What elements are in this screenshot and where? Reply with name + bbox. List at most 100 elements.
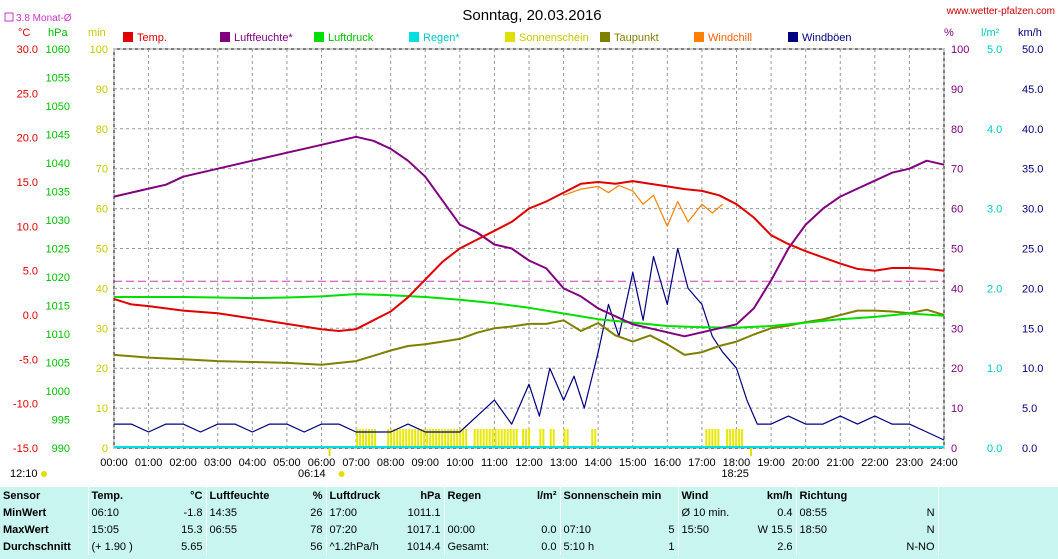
axis-tick-pressure: 1010: [46, 329, 70, 341]
axis-tick-humidity: 100: [951, 44, 969, 56]
header-wind: Wind: [677, 487, 755, 504]
sunshine-bar: [500, 429, 503, 447]
x-tick-label: 04:00: [239, 457, 267, 469]
max-rain-value: 0.0: [541, 523, 557, 536]
sunshine-bar: [594, 429, 597, 447]
axis-tick-rain: 3.0: [987, 204, 1002, 216]
table-row: MinWert 06:10 -1.8 14:35 26 17:00 1011.1…: [0, 504, 1056, 521]
sunshine-bar: [539, 429, 542, 447]
x-tick-label: 07:00: [342, 457, 370, 469]
sunshine-bar: [429, 429, 432, 447]
sunshine-bar: [356, 429, 359, 447]
header-rain: Regen: [443, 487, 504, 504]
site-link[interactable]: www.wetter-pfalzen.com: [946, 6, 1055, 17]
chart-marks: [113, 135, 945, 448]
sunrise-icon: [338, 471, 345, 477]
sunshine-bar: [365, 429, 368, 447]
max-temp-time: 15:05: [87, 521, 150, 538]
sun-marks: 06:14 18:25 12:10: [10, 448, 752, 480]
sunshine-bar: [444, 429, 447, 447]
axis-tick-wind: 25.0: [1022, 244, 1043, 256]
sunshine-bar: [491, 429, 494, 447]
x-tick-label: 18:00: [723, 457, 751, 469]
axis-tick-pressure: 990: [52, 443, 70, 455]
axis-tick-humidity: 80: [951, 124, 963, 136]
series-line-taupunkt: [113, 308, 945, 366]
sunshine-bar: [509, 429, 512, 447]
sunshine-bar: [411, 429, 414, 447]
sunshine-bar: [396, 429, 399, 447]
avg-press-value: 1014.4: [406, 540, 441, 553]
sunshine-bar: [426, 429, 429, 447]
axis-unit-sun: min: [88, 27, 106, 39]
axis-labels: 30.0 25.0 20.0 15.0 10.0 5.0 0.0 -5.0 -10.0 -15.0…: [13, 27, 1044, 455]
legend-swatch: [409, 32, 419, 42]
sunshine-bar: [488, 429, 491, 447]
sunshine-bar: [359, 429, 362, 447]
header-temp-unit: °C: [190, 489, 203, 502]
axis-tick-temp: -10.0: [13, 399, 38, 411]
axis-tick-pressure: 1050: [46, 101, 70, 113]
sunshine-bar: [432, 429, 435, 447]
legend: Temp. Luftfeuchte* Luftdruck Regen* Sonnensc…: [123, 32, 852, 44]
header-temp: Temp.: [87, 487, 150, 504]
avg-wind-value: 2.6: [777, 540, 793, 553]
max-sun-time: 07:10: [559, 521, 632, 538]
axis-tick-temp: -15.0: [13, 443, 38, 455]
axis-tick-humidity: 30: [951, 323, 963, 335]
sunshine-bar: [717, 429, 720, 447]
x-tick-label: 06:00: [308, 457, 336, 469]
min-rain-time: [443, 504, 504, 521]
summary-header-row: Sensor Temp. °C Luftfeuchte % Luftdruck …: [0, 487, 1056, 504]
max-dir-time: 18:50: [795, 521, 871, 538]
x-tick-label: 12:00: [515, 457, 543, 469]
axis-tick-humidity: 60: [951, 204, 963, 216]
monthly-avg-label: 3.8 Monat-Ø: [16, 13, 72, 24]
max-hum-time: 06:55: [205, 521, 278, 538]
axis-tick-wind: 40.0: [1022, 124, 1043, 136]
avg-temp-trend: (+ 1.90 ): [87, 538, 150, 555]
axis-tick-pressure: 1025: [46, 244, 70, 256]
sunshine-bar: [387, 429, 390, 447]
axis-unit-temp: °C: [18, 27, 30, 39]
sunshine-bar: [456, 429, 459, 447]
max-dir-value: N: [926, 523, 935, 536]
sunshine-bar: [482, 429, 485, 447]
axis-tick-humidity: 90: [951, 84, 963, 96]
x-tick-label: 17:00: [688, 457, 716, 469]
axis-tick-temp: 30.0: [17, 44, 38, 56]
sunshine-bar: [362, 429, 365, 447]
sunshine-bar: [393, 429, 396, 447]
sunshine-bar: [420, 429, 423, 447]
axis-tick-pressure: 1030: [46, 215, 70, 227]
sun-icon: [41, 471, 47, 477]
axis-tick-wind: 0.0: [1022, 443, 1037, 455]
min-press-time: 17:00: [325, 504, 398, 521]
min-wind-value: 0.4: [777, 506, 793, 519]
series-line-windben: [114, 247, 945, 441]
min-hum-value: 26: [310, 506, 323, 519]
axis-tick-sun: 60: [96, 204, 108, 216]
axis-tick-temp: 0.0: [23, 310, 38, 322]
axis-tick-humidity: 40: [951, 283, 963, 295]
axis-tick-wind: 30.0: [1022, 204, 1043, 216]
x-axis-labels: 00:00 01:00 02:00 03:00 04:00 05:00 06:00 07:00…: [100, 457, 958, 469]
series-line-luftfeuchte: [113, 135, 945, 338]
legend-label: Windböen: [802, 32, 852, 44]
min-rain-value: [504, 504, 560, 521]
axis-tick-pressure: 1005: [46, 358, 70, 370]
sunshine-bar: [368, 429, 371, 447]
row-label: Durchschnitt: [3, 540, 71, 553]
avg-dir-value: N-NO: [906, 540, 935, 553]
sunshine-bar: [563, 429, 566, 447]
axis-tick-temp: 5.0: [23, 266, 38, 278]
x-tick-label: 00:00: [100, 457, 128, 469]
x-tick-label: 05:00: [273, 457, 301, 469]
rain-total-label: Gesamt:: [443, 538, 504, 555]
legend-label: Temp.: [137, 32, 167, 44]
axis-unit-humidity: %: [944, 27, 954, 39]
sunshine-bar: [462, 429, 465, 447]
axis-tick-wind: 10.0: [1022, 363, 1043, 375]
axis-tick-wind: 15.0: [1022, 323, 1043, 335]
weather-chart: Sonntag, 20.03.2016 www.wetter-pfalzen.c…: [4, 6, 1055, 480]
